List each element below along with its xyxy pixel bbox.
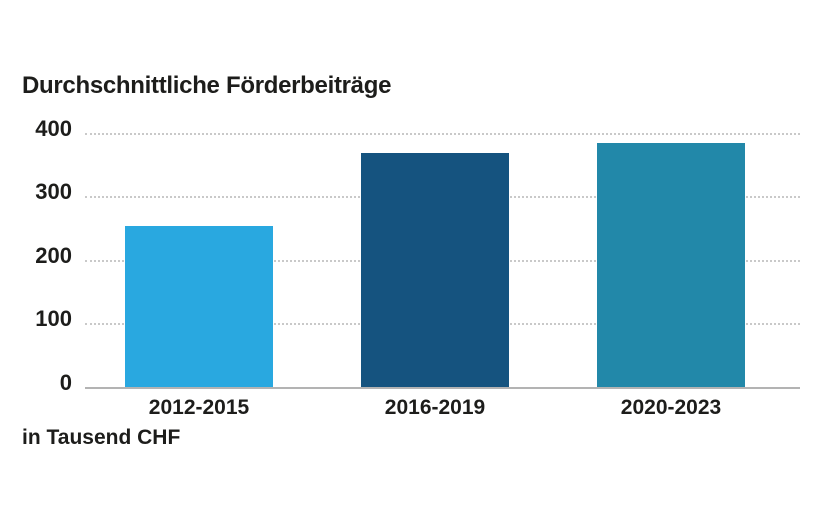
y-axis-tick-label: 300 (35, 179, 72, 204)
bar-2020-2023 (597, 143, 745, 388)
x-axis-category-label: 2020-2023 (620, 395, 722, 419)
x-axis-category-label: 2012-2015 (148, 395, 250, 419)
unit-label: in Tausend CHF (22, 426, 181, 449)
x-axis-category-label: 2016-2019 (384, 395, 486, 419)
y-axis-tick-label: 400 (35, 115, 72, 141)
bar-2016-2019 (361, 152, 509, 388)
gridline (85, 132, 800, 135)
y-axis-tick-label: 0 (59, 369, 72, 395)
y-axis-tick-label: 200 (35, 242, 72, 268)
y-axis-tick-label: 100 (35, 306, 72, 331)
bar-2012-2015 (125, 225, 273, 388)
x-axis-baseline (85, 386, 800, 389)
chart-title: Durchschnittliche Förderbeiträge (22, 72, 392, 99)
